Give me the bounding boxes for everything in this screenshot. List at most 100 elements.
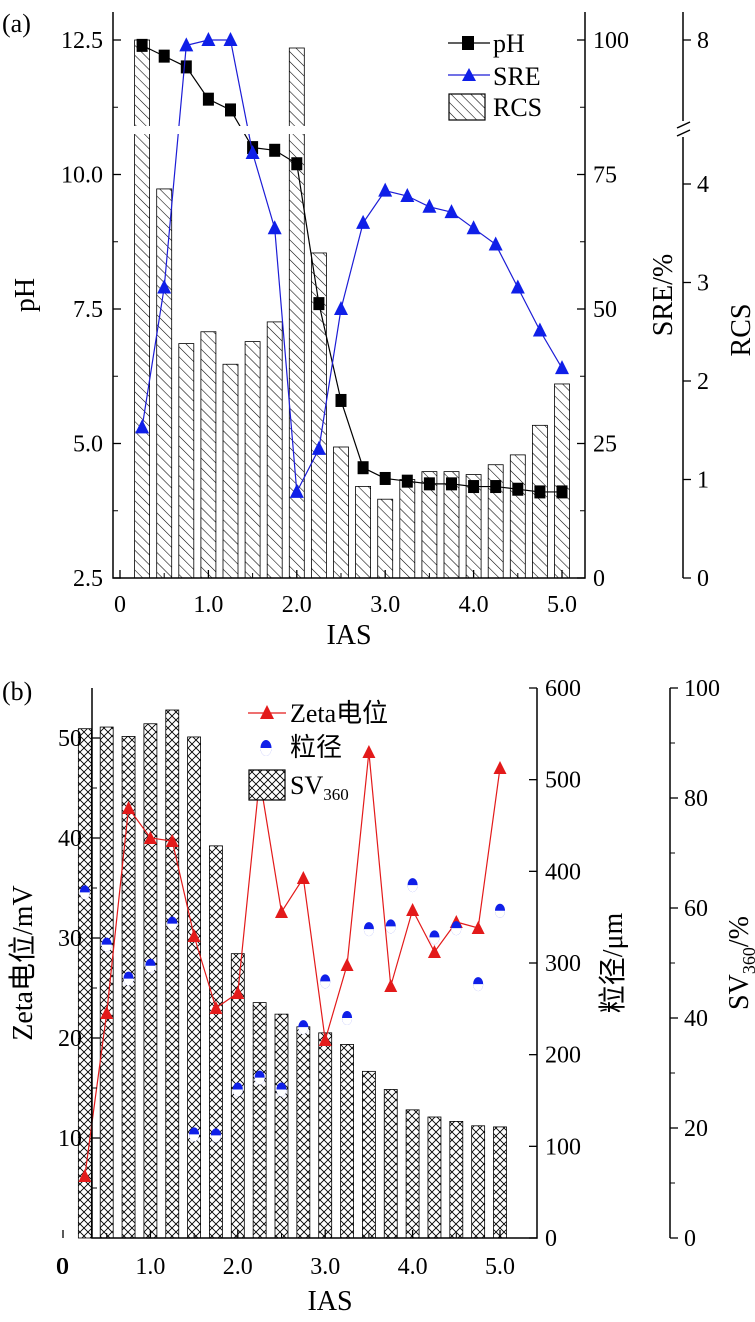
particle-size-point — [167, 916, 178, 931]
sre-tick-label: 75 — [593, 163, 617, 189]
zeta-point — [122, 801, 136, 814]
ph-point — [423, 477, 435, 491]
ph-point — [136, 38, 148, 52]
rcs-bar — [399, 479, 416, 579]
legend-sv-label: SV360 — [290, 771, 349, 804]
rcs-bar — [222, 363, 239, 579]
sv360-bar — [165, 709, 180, 1239]
panel-a-left-axis — [112, 12, 586, 579]
sre-point — [422, 198, 437, 213]
panel-b-ylabel-size: 粒径/μm — [597, 912, 629, 1013]
particle-size-point — [79, 885, 90, 900]
particle-size-point — [145, 958, 156, 973]
ph-tick-label: 7.5 — [73, 297, 103, 323]
zeta-point — [362, 745, 376, 758]
rcs-bar — [156, 188, 173, 579]
ph-tick-label: 5.0 — [73, 432, 103, 458]
rcs-bar — [333, 446, 349, 579]
size-tick-label: 0 — [545, 1226, 557, 1252]
sre-point — [267, 220, 282, 235]
sv360-bar — [318, 1032, 333, 1239]
panel-b-ylabel-zeta: Zeta电位/mV — [7, 885, 39, 1041]
legend-size-marker — [260, 740, 272, 756]
sre-point — [488, 236, 503, 251]
panel-b-label: (b) — [2, 677, 32, 706]
x-tick-label: 3.0 — [370, 592, 400, 618]
sv360-bar — [296, 1026, 311, 1239]
rcs-bar — [509, 454, 526, 579]
panel-b: (b) 0 1.0 2.0 3.0 4.0 5.010203040500100200300… — [2, 676, 755, 1317]
x-tick-label: 4.0 — [398, 1254, 428, 1280]
ph-point — [180, 60, 192, 74]
particle-size-point — [254, 1070, 265, 1085]
zeta-point — [231, 986, 245, 999]
sre-tick-label: 0 — [593, 566, 605, 592]
size-tick-label: 400 — [545, 859, 581, 885]
legend-ph-label: pH — [493, 29, 525, 58]
sre-point — [201, 32, 216, 46]
sre-tick-label: 100 — [593, 28, 629, 54]
sv-tick-label: 100 — [684, 676, 720, 702]
rcs-bar — [244, 341, 261, 579]
rcs-bar — [554, 383, 570, 579]
particle-size-series — [79, 878, 505, 1143]
particle-size-point — [210, 1128, 221, 1143]
ph-point — [379, 471, 391, 485]
ph-point — [490, 480, 502, 494]
zeta-point — [384, 979, 398, 992]
ph-point — [225, 103, 236, 117]
ph-point — [202, 92, 214, 106]
sv-tick-label: 40 — [684, 1006, 708, 1032]
rcs-bars — [134, 39, 570, 579]
legend-rcs-swatch — [448, 93, 486, 121]
rcs-bar — [134, 39, 151, 579]
sv360-bar — [274, 1013, 289, 1239]
particle-size-point — [101, 937, 112, 952]
particle-size-point — [232, 1082, 243, 1097]
sv360-bar — [252, 1002, 267, 1239]
legend-rcs-label: RCS — [493, 93, 542, 122]
rcs-bar — [532, 424, 548, 579]
legend-size-label: 粒径 — [290, 733, 342, 762]
legend-zeta-label: Zeta电位 — [290, 699, 388, 728]
ph-tick-label: 10.0 — [61, 163, 103, 189]
x-tick-label: 0 — [114, 592, 126, 618]
zeta-point — [340, 958, 354, 971]
particle-size-point — [189, 1127, 200, 1142]
size-tick-label: 500 — [545, 768, 581, 794]
rcs-bar — [178, 343, 195, 579]
sre-point — [334, 301, 348, 315]
zeta-tick-label: 50 — [58, 726, 82, 752]
rcs-bar — [355, 485, 372, 579]
rcs-tick-label: 8 — [697, 28, 709, 54]
sv-tick-label: 60 — [684, 896, 708, 922]
particle-size-point — [123, 971, 134, 986]
sv-tick-label: 0 — [684, 1226, 696, 1252]
zeta-tick-label: 20 — [58, 1026, 82, 1052]
ph-point — [357, 461, 369, 475]
sv360-bar — [77, 728, 92, 1239]
panel-a-xlabel: IAS — [326, 620, 371, 651]
rcs-tick-label: 0 — [697, 566, 709, 592]
panel-a-legend: pH SRE RCS — [448, 29, 542, 122]
sv360-bar — [99, 726, 114, 1239]
sre-point — [223, 32, 238, 46]
sre-series — [135, 32, 569, 498]
particle-size-point — [473, 977, 484, 992]
ph-point — [534, 485, 546, 499]
particle-size-point — [320, 974, 331, 989]
ph-point — [313, 297, 325, 311]
sv360-bar — [405, 1109, 420, 1239]
sre-point — [135, 419, 150, 434]
zeta-tick-label: 30 — [58, 926, 82, 952]
sv-tick-label: 20 — [684, 1116, 708, 1142]
panel-a-ylabel-sre: SRE/% — [648, 254, 679, 336]
size-tick-label: 200 — [545, 1043, 581, 1069]
rcs-axis-break — [676, 121, 694, 137]
zeta-origin-label: 0 — [56, 1254, 68, 1280]
rcs-tick-label: 1 — [697, 468, 709, 494]
sre-tick-label: 50 — [593, 297, 617, 323]
particle-size-point — [429, 930, 440, 945]
panel-a: (a) 0 1.0 2.0 3.0 4.0 5.02.55.07.510.012.5025… — [2, 9, 755, 651]
x-tick-label: 1.0 — [135, 1254, 165, 1280]
